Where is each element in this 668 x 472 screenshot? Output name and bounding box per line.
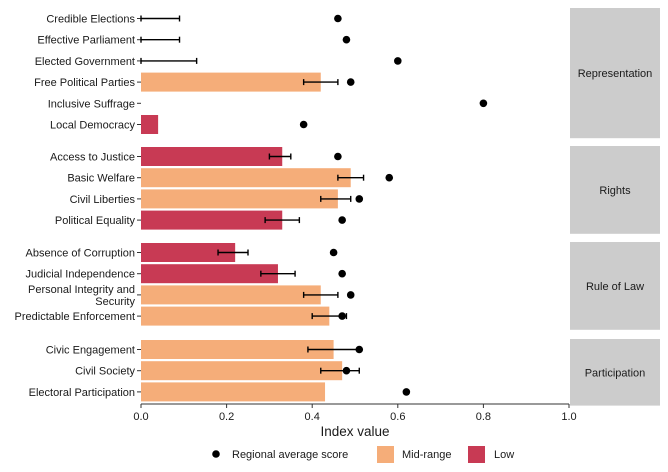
legend-swatch-low: [468, 446, 485, 463]
regional-average-point: [346, 78, 355, 86]
bar: [141, 72, 321, 92]
category-label: Civic Engagement: [46, 345, 135, 357]
regional-average-point: [479, 99, 488, 108]
category-label: Judicial Independence: [26, 269, 135, 281]
legend-swatch-mid-range: [377, 446, 394, 463]
category-label: Civil Liberties: [70, 194, 136, 206]
x-tick-label: 1.0: [561, 411, 576, 423]
regional-average-point: [346, 291, 355, 299]
bar: [141, 285, 321, 305]
regional-average-point: [334, 152, 342, 161]
bar: [141, 306, 330, 326]
facet-label-1: Rights: [599, 185, 631, 197]
category-label: Effective Parliament: [37, 35, 135, 47]
legend-label: Regional average score: [232, 449, 348, 461]
x-tick-label: 0.8: [476, 411, 491, 423]
facet-strip-1: [570, 146, 660, 234]
regional-average-point: [394, 57, 402, 65]
regional-average-point: [355, 345, 364, 354]
x-tick-label: 0.6: [390, 411, 405, 423]
bar: [141, 210, 283, 230]
x-tick-label: 0.2: [219, 411, 234, 423]
bar: [141, 147, 283, 166]
category-label: Inclusive Suffrage: [48, 98, 135, 110]
regional-average-point: [338, 269, 346, 278]
legend-label: Mid-range: [402, 449, 452, 461]
regional-average-point: [334, 14, 342, 23]
x-tick-label: 0.4: [305, 411, 320, 423]
category-label: Civil Society: [75, 366, 135, 378]
regional-average-point: [299, 120, 308, 129]
category-label: Local Democracy: [50, 120, 135, 132]
legend-label: Low: [494, 449, 514, 461]
regional-average-point: [342, 35, 351, 44]
bar: [141, 168, 351, 188]
regional-average-point: [402, 388, 411, 396]
regional-average-point: [338, 312, 346, 320]
bar: [141, 264, 278, 284]
bar: [141, 340, 334, 359]
category-label: Political Equality: [55, 215, 136, 227]
bar: [141, 189, 338, 209]
facet-label-0: Representation: [578, 68, 653, 80]
facet-label-3: Participation: [585, 367, 646, 379]
category-label: Elected Government: [35, 56, 135, 68]
facet-strip-0: [570, 8, 660, 139]
x-axis-label: Index value: [320, 424, 389, 439]
regional-average-point: [338, 216, 346, 224]
bar: [141, 243, 236, 262]
regional-average-point: [385, 173, 394, 182]
category-label: Access to Justice: [50, 152, 135, 164]
x-tick-label: 0.0: [133, 411, 148, 423]
legend-point-swatch: [212, 450, 220, 458]
facet-label-2: Rule of Law: [586, 281, 644, 293]
category-label: Credible Elections: [46, 14, 135, 26]
category-label: Free Political Parties: [34, 77, 135, 89]
regional-average-point: [342, 366, 351, 375]
bar: [141, 115, 159, 134]
category-label: Predictable Enforcement: [15, 311, 135, 323]
category-label: Absence of Corruption: [26, 248, 135, 260]
category-label: Basic Welfare: [67, 173, 135, 185]
category-label: Personal Integrity and Security: [28, 284, 136, 308]
regional-average-point: [355, 195, 364, 203]
bar: [141, 382, 326, 402]
bar: [141, 361, 343, 381]
category-label: Electoral Participation: [29, 387, 135, 399]
regional-average-point: [329, 248, 338, 257]
facet-strip-2: [570, 242, 660, 330]
facet-strip-3: [570, 339, 660, 406]
